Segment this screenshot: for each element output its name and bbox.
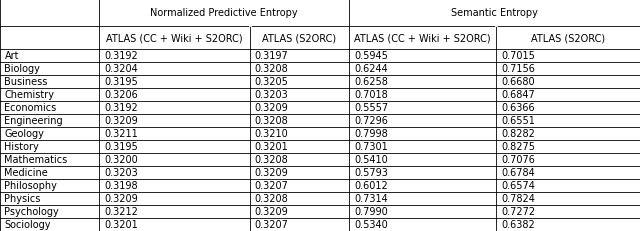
Text: 0.6244: 0.6244: [354, 64, 388, 74]
Text: 0.6012: 0.6012: [354, 181, 388, 191]
Text: 0.7998: 0.7998: [354, 129, 388, 139]
Text: 0.3192: 0.3192: [104, 103, 138, 113]
Text: 0.3209: 0.3209: [255, 207, 289, 216]
Text: 0.6847: 0.6847: [501, 90, 535, 100]
Text: ATLAS (CC + Wiki + S2ORC): ATLAS (CC + Wiki + S2ORC): [106, 33, 243, 43]
Text: ATLAS (S2ORC): ATLAS (S2ORC): [531, 33, 605, 43]
Text: 0.3203: 0.3203: [255, 90, 289, 100]
Text: 0.3209: 0.3209: [255, 103, 289, 113]
Text: 0.3204: 0.3204: [104, 64, 138, 74]
Text: 0.7301: 0.7301: [354, 142, 388, 152]
Text: Biology: Biology: [4, 64, 40, 74]
Text: 0.5557: 0.5557: [354, 103, 388, 113]
Text: 0.3208: 0.3208: [255, 116, 289, 126]
Text: 0.3209: 0.3209: [104, 116, 138, 126]
Text: 0.5793: 0.5793: [354, 168, 388, 178]
Text: 0.6258: 0.6258: [354, 77, 388, 87]
Text: 0.7314: 0.7314: [354, 194, 388, 204]
Text: 0.8282: 0.8282: [501, 129, 535, 139]
Text: 0.3208: 0.3208: [255, 155, 289, 165]
Text: 0.3209: 0.3209: [104, 194, 138, 204]
Text: 0.5410: 0.5410: [354, 155, 388, 165]
Text: 0.3206: 0.3206: [104, 90, 138, 100]
Text: 0.3195: 0.3195: [104, 77, 138, 87]
Text: 0.3212: 0.3212: [104, 207, 138, 216]
Text: 0.3198: 0.3198: [104, 181, 138, 191]
Text: 0.8275: 0.8275: [501, 142, 535, 152]
Text: Philosophy: Philosophy: [4, 181, 58, 191]
Text: 0.7018: 0.7018: [354, 90, 388, 100]
Text: 0.3207: 0.3207: [255, 219, 289, 230]
Text: 0.7076: 0.7076: [501, 155, 535, 165]
Text: Normalized Predictive Entropy: Normalized Predictive Entropy: [150, 8, 298, 18]
Text: Psychology: Psychology: [4, 207, 60, 216]
Text: ATLAS (CC + Wiki + S2ORC): ATLAS (CC + Wiki + S2ORC): [354, 33, 491, 43]
Text: ATLAS (S2ORC): ATLAS (S2ORC): [262, 33, 336, 43]
Text: Sociology: Sociology: [4, 219, 51, 230]
Text: 0.7990: 0.7990: [354, 207, 388, 216]
Text: Medicine: Medicine: [4, 168, 48, 178]
Text: 0.5945: 0.5945: [354, 51, 388, 61]
Text: 0.3201: 0.3201: [104, 219, 138, 230]
Text: Economics: Economics: [4, 103, 57, 113]
Text: 0.5340: 0.5340: [354, 219, 388, 230]
Text: 0.3208: 0.3208: [255, 64, 289, 74]
Text: 0.7015: 0.7015: [501, 51, 535, 61]
Text: 0.3205: 0.3205: [255, 77, 289, 87]
Text: 0.3192: 0.3192: [104, 51, 138, 61]
Text: 0.6551: 0.6551: [501, 116, 535, 126]
Text: 0.3195: 0.3195: [104, 142, 138, 152]
Text: 0.3207: 0.3207: [255, 181, 289, 191]
Text: 0.6382: 0.6382: [501, 219, 535, 230]
Text: 0.7824: 0.7824: [501, 194, 535, 204]
Text: 0.3209: 0.3209: [255, 168, 289, 178]
Text: 0.7272: 0.7272: [501, 207, 535, 216]
Text: 0.3210: 0.3210: [255, 129, 289, 139]
Text: 0.6680: 0.6680: [501, 77, 535, 87]
Text: 0.6784: 0.6784: [501, 168, 535, 178]
Text: 0.6574: 0.6574: [501, 181, 535, 191]
Text: 0.3200: 0.3200: [104, 155, 138, 165]
Text: Chemistry: Chemistry: [4, 90, 54, 100]
Text: 0.7296: 0.7296: [354, 116, 388, 126]
Text: Art: Art: [4, 51, 19, 61]
Text: Engineering: Engineering: [4, 116, 63, 126]
Text: 0.7156: 0.7156: [501, 64, 535, 74]
Text: Semantic Entropy: Semantic Entropy: [451, 8, 538, 18]
Text: 0.3197: 0.3197: [255, 51, 289, 61]
Text: 0.3203: 0.3203: [104, 168, 138, 178]
Text: 0.3208: 0.3208: [255, 194, 289, 204]
Text: 0.3201: 0.3201: [255, 142, 289, 152]
Text: Mathematics: Mathematics: [4, 155, 68, 165]
Text: Business: Business: [4, 77, 48, 87]
Text: Physics: Physics: [4, 194, 41, 204]
Text: History: History: [4, 142, 39, 152]
Text: 0.3211: 0.3211: [104, 129, 138, 139]
Text: 0.6366: 0.6366: [501, 103, 535, 113]
Text: Geology: Geology: [4, 129, 44, 139]
